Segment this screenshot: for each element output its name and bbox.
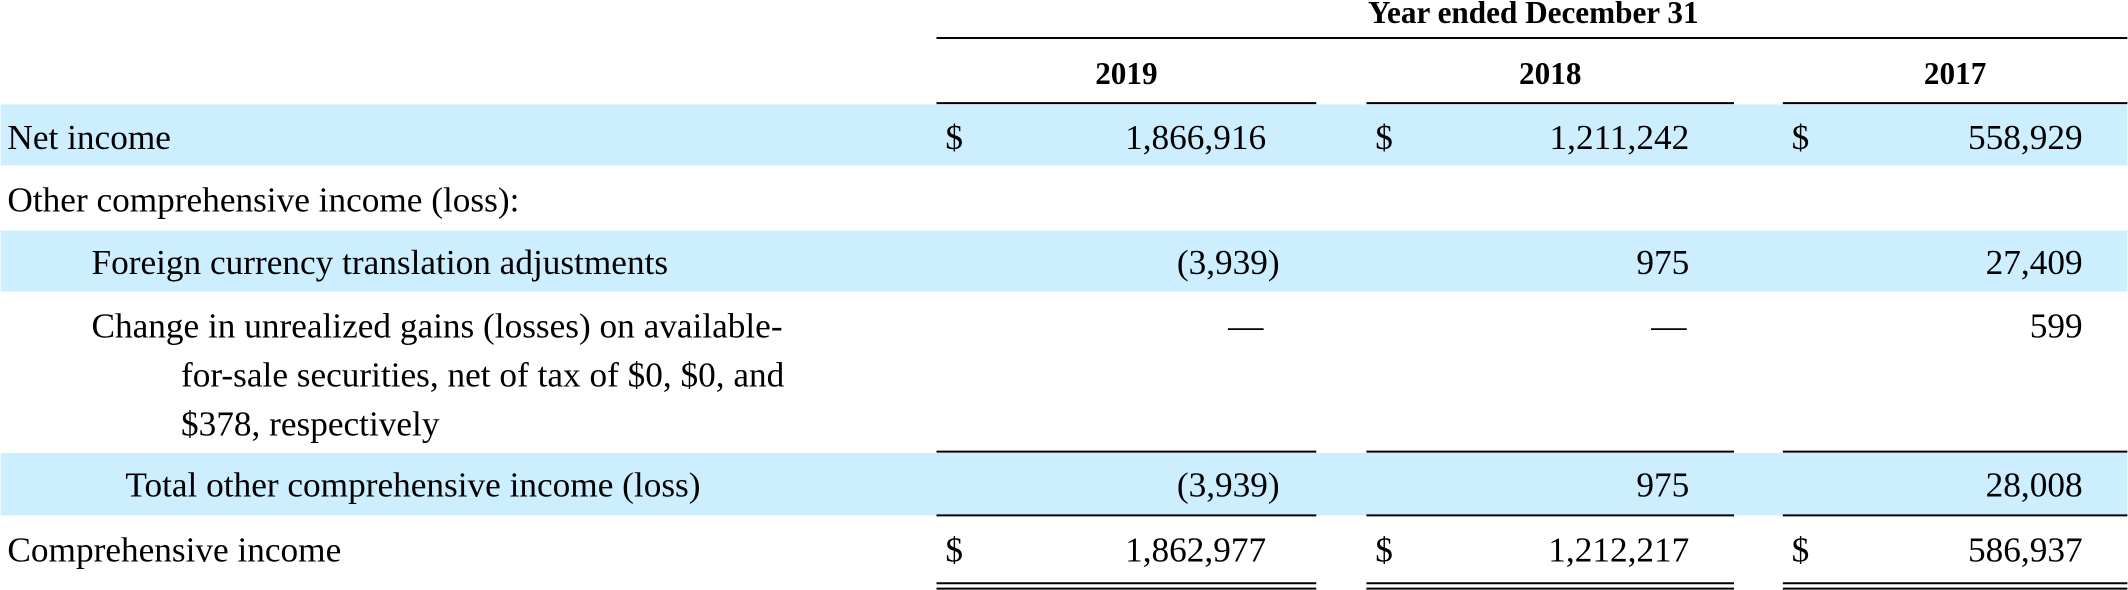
currency-sign: $ — [945, 118, 963, 157]
cell-value: 1,212,217 — [1548, 531, 1689, 570]
cell-value: 975 — [1636, 465, 1689, 504]
row-label: Other comprehensive income (loss): — [7, 181, 519, 220]
cell-value: 27,409 — [1986, 243, 2083, 282]
row-label: Foreign currency translation adjustments — [92, 243, 669, 282]
row-label: Change in unrealized gains (losses) on a… — [92, 307, 783, 346]
cell-value: — — [1650, 307, 1687, 346]
cell-value: (3,939) — [1177, 243, 1280, 282]
column-header: 2018 — [1519, 56, 1581, 91]
cell-value: 558,929 — [1968, 118, 2083, 157]
row-band — [0, 453, 2128, 516]
currency-sign: $ — [1375, 531, 1393, 570]
currency-sign: $ — [1375, 118, 1393, 157]
header-title: Year ended December 31 — [1368, 0, 1699, 30]
cell-value: 599 — [2030, 307, 2083, 346]
cell-value: — — [1227, 307, 1264, 346]
row-label: Comprehensive income — [7, 531, 341, 570]
column-header: 2017 — [1924, 56, 1986, 91]
column-header: 2019 — [1095, 56, 1157, 91]
cell-value: 1,862,977 — [1125, 531, 1266, 570]
currency-sign: $ — [945, 531, 963, 570]
cell-value: 586,937 — [1968, 531, 2083, 570]
row-label: Net income — [7, 118, 170, 157]
row-label: Total other comprehensive income (loss) — [125, 465, 700, 504]
cell-value: 1,211,242 — [1550, 118, 1690, 157]
row-band — [0, 104, 2128, 166]
cell-value: 975 — [1636, 243, 1689, 282]
cell-value: 28,008 — [1986, 465, 2083, 504]
row-label: for-sale securities, net of tax of $0, $… — [181, 356, 785, 395]
cell-value: (3,939) — [1177, 465, 1280, 504]
row-label: $378, respectively — [181, 404, 440, 443]
currency-sign: $ — [1792, 531, 1810, 570]
row-band — [0, 230, 2128, 292]
currency-sign: $ — [1792, 118, 1810, 157]
cell-value: 1,866,916 — [1125, 118, 1266, 157]
